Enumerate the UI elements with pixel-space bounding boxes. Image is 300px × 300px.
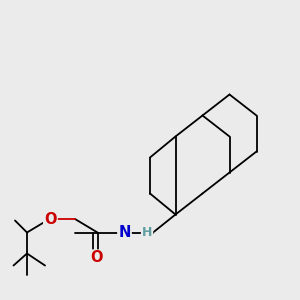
Text: O: O — [90, 250, 103, 266]
Text: O: O — [44, 212, 57, 226]
Text: H: H — [142, 226, 152, 239]
Text: N: N — [118, 225, 131, 240]
